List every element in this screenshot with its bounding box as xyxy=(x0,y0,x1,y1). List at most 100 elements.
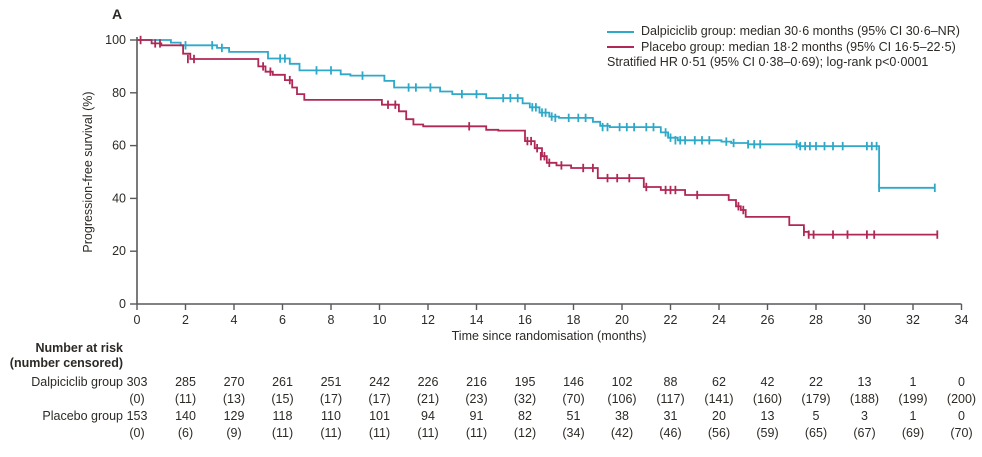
risk-count: 1 xyxy=(909,375,917,389)
y-tick-label: 40 xyxy=(112,191,126,205)
x-tick-label: 4 xyxy=(231,313,238,327)
censored-count: (106) xyxy=(607,392,637,406)
x-tick-label: 34 xyxy=(955,313,969,327)
risk-count: 3 xyxy=(861,409,868,423)
legend-label-placebo: Placebo group: median 18·2 months (95% C… xyxy=(641,39,956,54)
risk-count: 270 xyxy=(223,375,245,389)
censored-count: (179) xyxy=(801,392,831,406)
risk-count: 216 xyxy=(466,375,487,389)
risk-row-label-placebo: Placebo group xyxy=(42,409,123,423)
risk-count: 251 xyxy=(320,375,342,389)
legend-stats-note: Stratified HR 0·51 (95% CI 0·38–0·69); l… xyxy=(607,55,929,69)
y-tick-label: 100 xyxy=(105,33,126,47)
censored-count: (6) xyxy=(177,426,194,440)
x-tick-label: 30 xyxy=(858,313,872,327)
censored-count: (13) xyxy=(222,392,246,406)
censored-count: (199) xyxy=(898,392,928,406)
censored-count: (200) xyxy=(946,392,977,406)
km-plot-canvas: 0 2 4 6 8 10 12 14 16 18 20 22 24 26 28 30 32 34020406080… xyxy=(105,33,969,327)
censored-count: (56) xyxy=(707,426,731,440)
risk-count: 0 xyxy=(958,409,965,423)
y-tick-label: 60 xyxy=(112,139,126,153)
risk-count: 20 xyxy=(712,409,726,423)
censored-count: (17) xyxy=(319,392,343,406)
risk-table-header-line1: Number at risk xyxy=(35,341,123,355)
censored-count: (11) xyxy=(271,426,294,440)
risk-count: 110 xyxy=(321,409,341,423)
risk-count: 129 xyxy=(223,409,245,423)
risk-count: 62 xyxy=(712,375,726,389)
x-tick-label: 6 xyxy=(279,313,286,327)
risk-count: 0 xyxy=(958,375,965,389)
x-tick-label: 2 xyxy=(182,313,189,327)
risk-count: 242 xyxy=(369,375,390,389)
risk-count: 22 xyxy=(809,375,823,389)
x-tick-label: 22 xyxy=(664,313,678,327)
risk-count: 51 xyxy=(566,409,581,423)
censored-count: (34) xyxy=(562,426,585,440)
risk-count: 91 xyxy=(469,409,484,423)
placebo-line-swatch-icon xyxy=(607,46,634,49)
x-tick-label: 0 xyxy=(134,313,141,327)
risk-count: 42 xyxy=(760,375,775,389)
censored-count: (65) xyxy=(804,426,828,440)
y-axis-label: Progression-free survival (%) xyxy=(81,91,95,253)
censored-count: (0) xyxy=(129,426,145,440)
censored-count: (46) xyxy=(659,426,682,440)
censored-count: (70) xyxy=(950,426,973,440)
legend-item-placebo: Placebo group: median 18·2 months (95% C… xyxy=(607,40,960,56)
risk-table-header-line2: (number censored) xyxy=(9,356,123,370)
risk-count: 102 xyxy=(611,375,633,389)
risk-count: 118 xyxy=(272,409,293,423)
risk-count: 31 xyxy=(663,409,678,423)
censored-count: (141) xyxy=(704,392,734,406)
censored-count: (70) xyxy=(562,392,585,406)
km-curve-placebo-group xyxy=(137,39,938,236)
risk-count: 261 xyxy=(272,375,293,389)
risk-count: 195 xyxy=(514,375,536,389)
x-tick-label: 14 xyxy=(470,313,484,327)
risk-count: 13 xyxy=(857,375,872,389)
risk-count: 88 xyxy=(663,375,678,389)
censored-count: (9) xyxy=(226,426,242,440)
risk-count: 146 xyxy=(563,375,584,389)
risk-count: 140 xyxy=(175,409,196,423)
censored-count: (69) xyxy=(901,426,925,440)
x-tick-label: 10 xyxy=(373,313,387,327)
censored-count: (11) xyxy=(368,426,391,440)
censored-count: (11) xyxy=(174,392,197,406)
x-tick-label: 26 xyxy=(761,313,775,327)
x-tick-label: 18 xyxy=(567,313,581,327)
censored-count: (11) xyxy=(465,426,488,440)
risk-count: 285 xyxy=(175,375,196,389)
x-tick-label: 12 xyxy=(421,313,435,327)
x-tick-label: 8 xyxy=(328,313,335,327)
censored-count: (32) xyxy=(513,392,537,406)
x-tick-label: 28 xyxy=(809,313,823,327)
y-tick-label: 80 xyxy=(112,86,126,100)
risk-count: 153 xyxy=(126,409,148,423)
y-tick-label: 0 xyxy=(119,297,126,311)
panel-label: A xyxy=(112,6,123,22)
censored-count: (160) xyxy=(752,392,783,406)
risk-count: 82 xyxy=(518,409,532,423)
censored-count: (0) xyxy=(129,392,145,406)
censored-count: (42) xyxy=(610,426,634,440)
censored-count: (188) xyxy=(849,392,880,406)
risk-count: 94 xyxy=(421,409,435,423)
censored-count: (11) xyxy=(320,426,342,440)
censored-count: (11) xyxy=(417,426,439,440)
risk-count: 5 xyxy=(812,409,820,423)
censored-count: (15) xyxy=(271,392,294,406)
x-tick-label: 20 xyxy=(615,313,629,327)
x-tick-label: 32 xyxy=(906,313,920,327)
dalpiciclib-line-swatch-icon xyxy=(607,30,634,33)
censored-count: (17) xyxy=(368,392,391,406)
censored-count: (117) xyxy=(656,392,685,406)
risk-count: 38 xyxy=(615,409,629,423)
legend-item-dalpiciclib: Dalpiciclib group: median 30·6 months (9… xyxy=(607,24,960,40)
censored-count: (21) xyxy=(416,392,440,406)
x-tick-label: 16 xyxy=(518,313,532,327)
y-tick-label: 20 xyxy=(112,244,126,258)
